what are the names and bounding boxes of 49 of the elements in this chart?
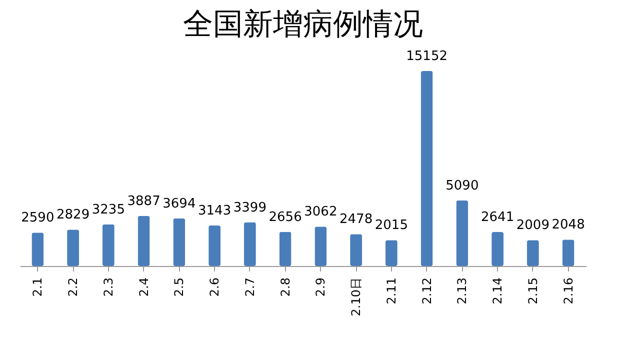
data-label: 3399 [233,200,266,216]
x-tick-label: 2.11 [384,278,398,304]
data-label: 5090 [446,178,479,194]
data-label: 3062 [304,204,338,220]
data-label: 2656 [268,210,302,225]
bar [244,222,256,266]
x-tick-label: 2.9 [314,278,328,297]
x-tick-label: 2.2 [66,278,80,297]
x-tick-label: 2.13 [455,278,470,304]
bar [32,232,44,266]
bar [385,240,398,266]
x-tick-label: 2.12 [420,278,434,304]
bar [492,232,504,266]
bar [420,71,433,266]
x-tick-label: 2.6 [208,278,222,297]
data-label: 2015 [374,218,408,234]
x-tick-label: 2.1 [30,278,45,297]
data-label: 3143 [198,204,232,219]
x-tick-label: 2.16 [561,278,576,304]
bar [350,234,362,266]
bar [562,240,574,266]
data-label: 15152 [406,49,448,64]
chart-title: 全国新增病例情况 [183,7,423,42]
bar [173,218,186,266]
data-label: 2590 [21,210,54,226]
bar [138,216,150,266]
data-label: 2048 [552,218,585,233]
bar [208,226,221,266]
x-tick-label: 2.5 [172,278,186,297]
data-label: 2829 [56,208,90,223]
x-tick-label: 2.4 [136,278,151,297]
bar [102,224,114,266]
data-label: 3887 [127,194,160,209]
bar [456,200,468,266]
bar [526,240,539,266]
data-label: 2009 [516,218,550,234]
x-tick-label: 2.8 [278,278,292,297]
x-tick-label: 2.7 [242,278,257,297]
data-label: 2478 [340,212,373,228]
x-tick-label: 2.15 [526,278,540,304]
data-label: 3694 [162,196,196,212]
bar [314,226,327,266]
x-tick-label: 2.14 [490,278,505,304]
data-label: 2641 [481,210,514,226]
data-label: 3235 [92,202,125,218]
bar [67,230,80,266]
x-tick-label: 2.3 [101,278,116,297]
bar [279,232,292,266]
x-tick-label: 2.10日 [349,278,364,316]
